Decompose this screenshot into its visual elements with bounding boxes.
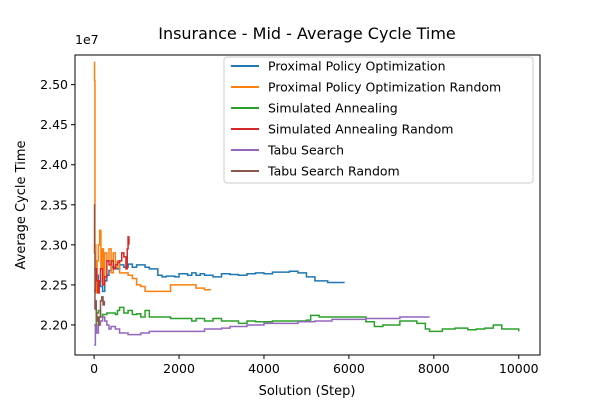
legend-label: Simulated Annealing xyxy=(268,101,398,116)
x-tick-label: 4000 xyxy=(248,361,280,376)
y-tick-label: 2.30 xyxy=(40,237,68,252)
y-tick-label: 2.25 xyxy=(40,277,68,292)
chart-title: Insurance - Mid - Average Cycle Time xyxy=(158,24,456,43)
x-tick-label: 2000 xyxy=(163,361,195,376)
series-line-1 xyxy=(94,263,345,293)
legend: Proximal Policy Optimization Proximal Pol… xyxy=(223,56,534,184)
y-axis-offset-label: 1e7 xyxy=(75,32,99,47)
y-axis-title: Average Cycle Time xyxy=(14,141,29,270)
legend-label: Tabu Search xyxy=(267,143,344,158)
x-tick-label: 8000 xyxy=(418,361,450,376)
y-tick-label: 2.35 xyxy=(40,197,68,212)
x-axis: 0 2000 4000 6000 8000 10000 xyxy=(90,355,539,376)
y-axis: 2.20 2.25 2.30 2.35 2.40 2.45 2.50 xyxy=(40,77,75,332)
y-tick-label: 2.20 xyxy=(40,317,68,332)
x-tick-label: 6000 xyxy=(333,361,365,376)
x-tick-label: 10000 xyxy=(499,361,539,376)
legend-label: Proximal Policy Optimization xyxy=(268,59,446,74)
legend-label: Tabu Search Random xyxy=(267,164,400,179)
series-line-2 xyxy=(93,61,211,294)
x-tick-label: 0 xyxy=(90,361,98,376)
y-tick-label: 2.45 xyxy=(40,117,68,132)
series-group xyxy=(93,61,520,346)
legend-label: Simulated Annealing Random xyxy=(268,122,453,137)
y-tick-label: 2.50 xyxy=(40,77,68,92)
series-line-3 xyxy=(94,306,520,333)
series-line-4 xyxy=(94,236,130,294)
legend-box xyxy=(223,56,534,184)
series-line-6 xyxy=(93,204,106,326)
series-line-5 xyxy=(94,316,430,346)
x-axis-title: Solution (Step) xyxy=(259,384,356,399)
y-tick-label: 2.40 xyxy=(40,157,68,172)
legend-label: Proximal Policy Optimization Random xyxy=(268,80,501,95)
